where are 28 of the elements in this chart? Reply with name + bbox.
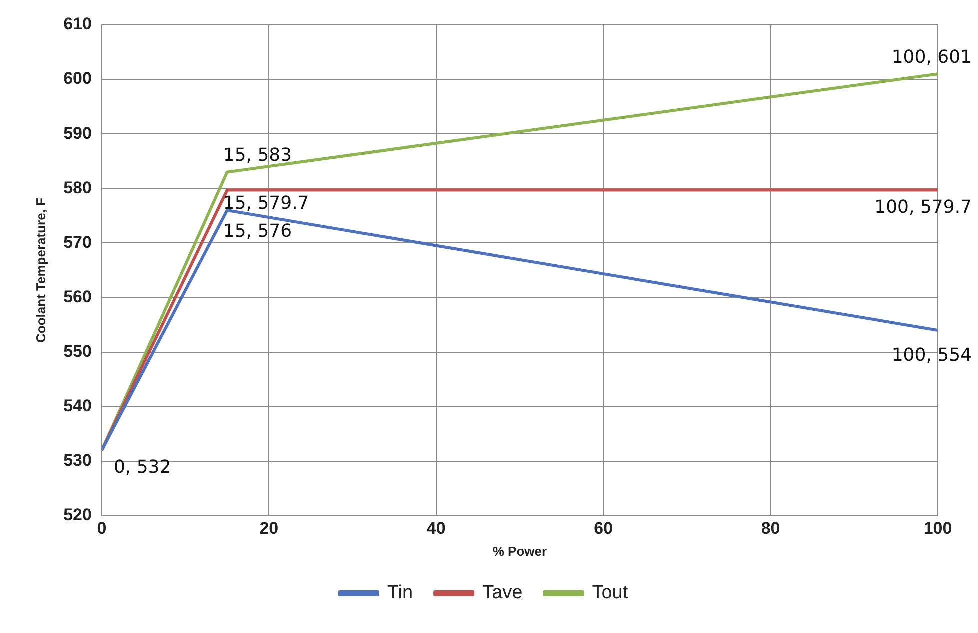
legend-label: Tin	[387, 582, 414, 604]
y-tick-label: 540	[64, 396, 92, 416]
data-label: 100, 579.7	[874, 196, 972, 218]
data-label: 15, 583	[223, 144, 292, 166]
x-tick-label: 20	[260, 518, 279, 538]
y-tick-label: 610	[64, 14, 92, 34]
y-tick-label: 600	[64, 69, 92, 88]
data-label: 0, 532	[114, 457, 172, 478]
y-tick-label: 550	[64, 342, 92, 362]
legend-label: Tout	[592, 582, 629, 604]
data-label: 100, 554	[892, 345, 972, 366]
data-label: 15, 576	[223, 221, 292, 242]
x-tick-label: 0	[97, 518, 107, 538]
y-tick-label: 580	[64, 178, 92, 198]
x-axis-title: % Power	[492, 544, 548, 559]
y-tick-label: 590	[64, 124, 92, 143]
legend-label: Tave	[482, 582, 523, 604]
x-tick-label: 80	[761, 518, 780, 538]
x-tick-label: 60	[594, 518, 614, 538]
y-tick-label: 520	[64, 506, 92, 525]
y-tick-label: 530	[64, 451, 92, 470]
y-axis-title: Coolant Temperature, F	[33, 198, 48, 343]
y-tick-label: 560	[64, 287, 92, 306]
x-tick-label: 40	[426, 518, 446, 538]
x-tick-label: 100	[924, 518, 952, 538]
data-label: 100, 601	[892, 46, 972, 68]
y-tick-label: 570	[64, 232, 92, 252]
data-label: 15, 579.7	[223, 192, 310, 214]
